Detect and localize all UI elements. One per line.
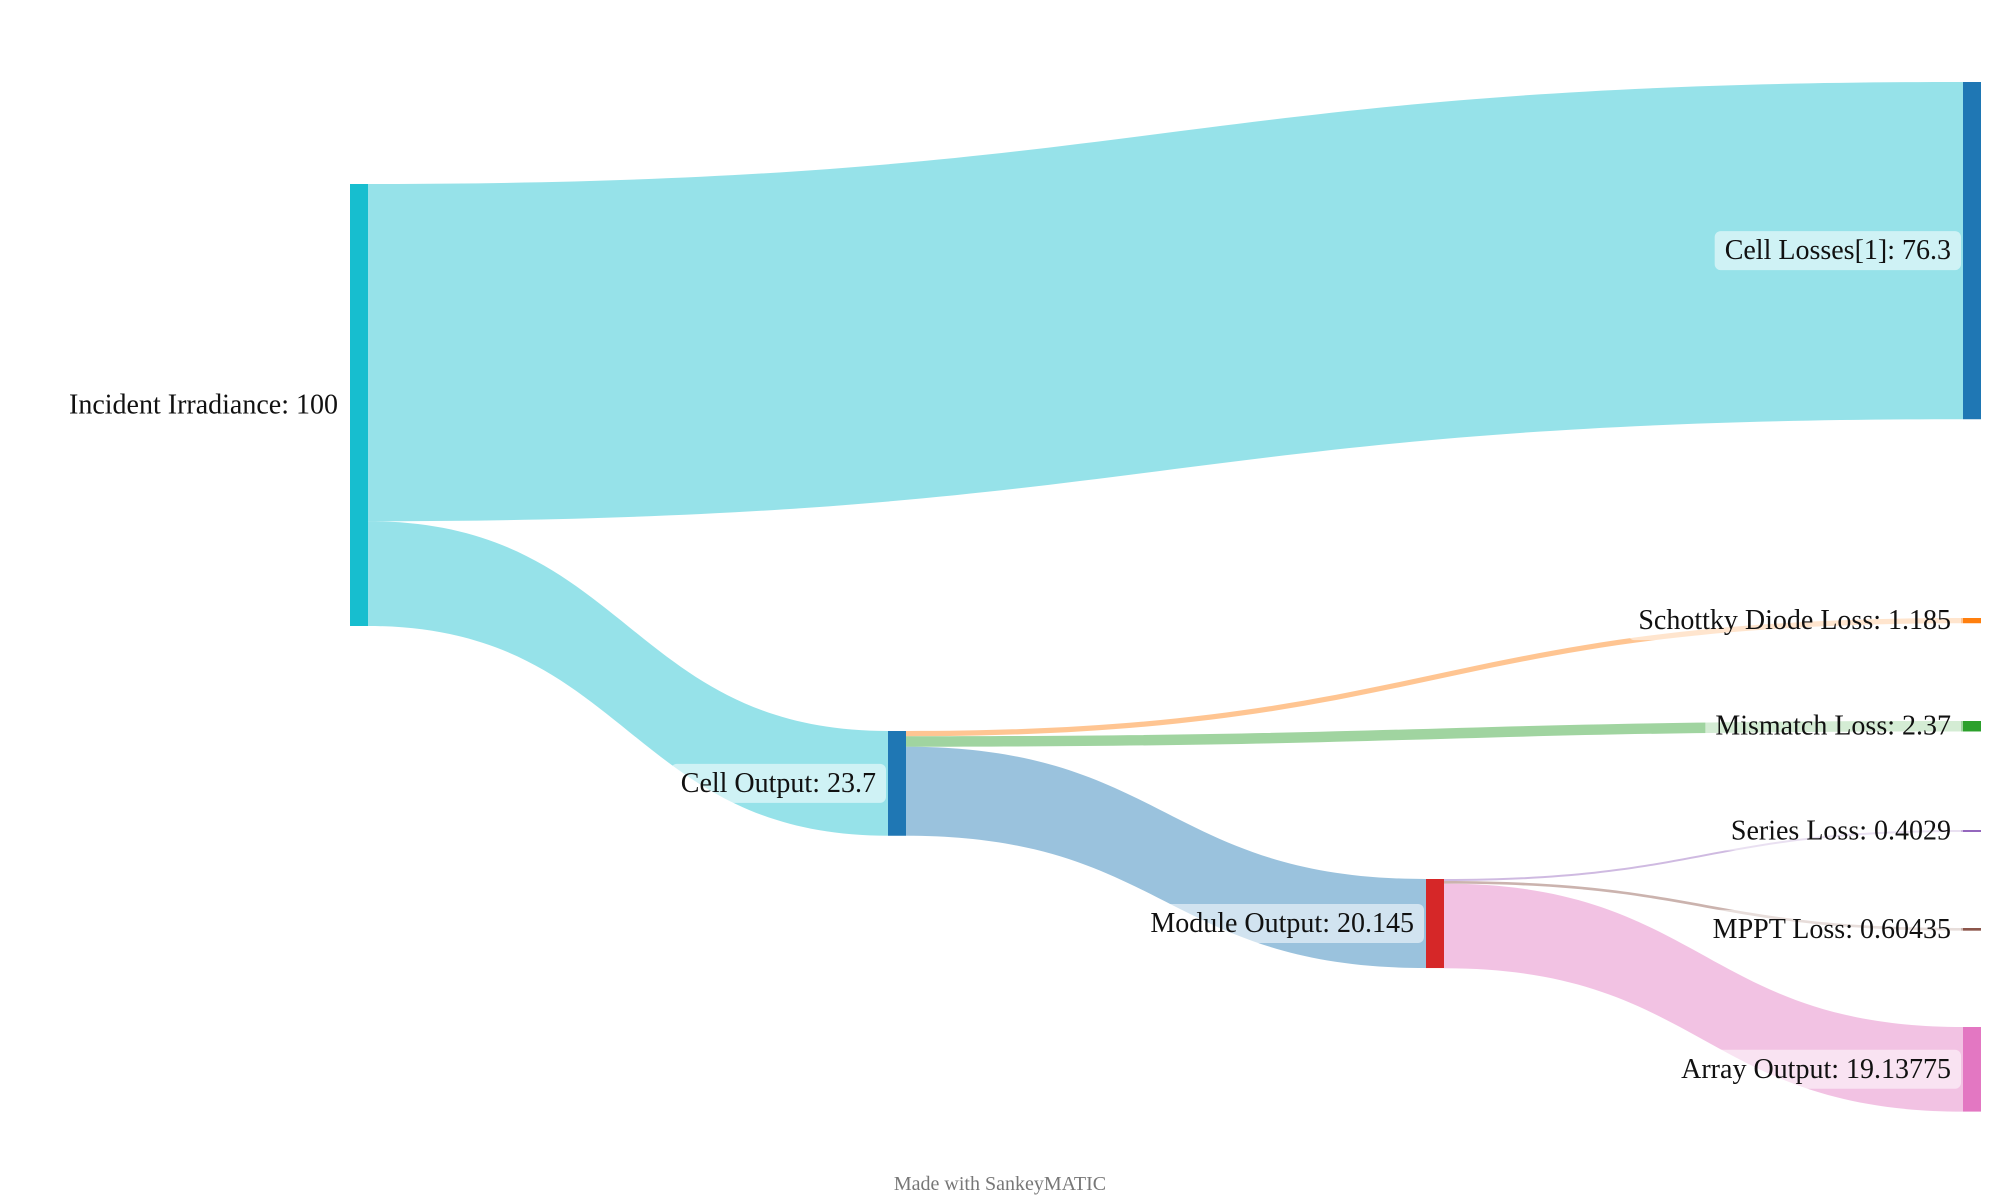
node-series — [1963, 830, 1981, 832]
label-text-array: Array Output: 19.13775 — [1681, 1054, 1951, 1085]
label-bg-diode — [1628, 601, 1961, 641]
label-bg-loss — [1714, 231, 1961, 271]
label-text-module: Module Output: 20.145 — [1150, 908, 1414, 939]
label-text-cell: Cell Output: 23.7 — [681, 768, 876, 799]
label-bg-mppt — [1702, 909, 1961, 949]
node-cell — [888, 731, 906, 836]
label-module: Module Output: 20.145 — [1140, 904, 1424, 944]
flow-cell-to-diode — [906, 618, 1963, 737]
label-mismatch: Mismatch Loss: 2.37 — [1705, 706, 1961, 746]
flow-irr-to-loss — [368, 82, 1963, 522]
label-text-loss: Cell Losses[1]: 76.3 — [1725, 235, 1951, 266]
node-loss — [1963, 82, 1981, 420]
flow-module-to-series — [1444, 830, 1963, 881]
sankey-links — [368, 82, 1963, 1112]
node-module — [1426, 879, 1444, 969]
label-diode: Schottky Diode Loss: 1.185 — [1628, 601, 1961, 641]
label-bg-array — [1671, 1049, 1961, 1089]
node-diode — [1963, 618, 1981, 624]
node-irr — [350, 184, 368, 626]
label-text-mppt: MPPT Loss: 0.60435 — [1713, 914, 1951, 945]
sankey-labels: Incident Irradiance: 100 Cell Losses[1]: … — [69, 231, 1961, 1089]
credit-text: Made with SankeyMATIC — [894, 1173, 1106, 1195]
flow-irr-to-cell — [368, 521, 888, 836]
label-text-mismatch: Mismatch Loss: 2.37 — [1715, 711, 1951, 742]
node-array — [1963, 1027, 1981, 1112]
label-bg-series — [1720, 811, 1961, 851]
label-loss: Cell Losses[1]: 76.3 — [1714, 231, 1961, 271]
sankey-nodes — [350, 82, 1981, 1112]
flow-module-to-mppt — [1444, 881, 1963, 931]
label-irr: Incident Irradiance: 100 — [69, 390, 338, 421]
label-text-series: Series Loss: 0.4029 — [1731, 816, 1951, 847]
node-mppt — [1963, 928, 1981, 931]
label-series: Series Loss: 0.4029 — [1720, 811, 1961, 851]
label-text-diode: Schottky Diode Loss: 1.185 — [1638, 605, 1951, 636]
label-bg-cell — [670, 763, 886, 803]
label-bg-mismatch — [1705, 706, 1961, 746]
label-array: Array Output: 19.13775 — [1671, 1049, 1961, 1089]
label-cell: Cell Output: 23.7 — [670, 763, 886, 803]
label-text-irr: Incident Irradiance: 100 — [69, 390, 338, 421]
label-mppt: MPPT Loss: 0.60435 — [1702, 909, 1961, 949]
label-bg-module — [1140, 904, 1424, 944]
flow-cell-to-mismatch — [906, 721, 1963, 747]
node-mismatch — [1963, 721, 1981, 732]
